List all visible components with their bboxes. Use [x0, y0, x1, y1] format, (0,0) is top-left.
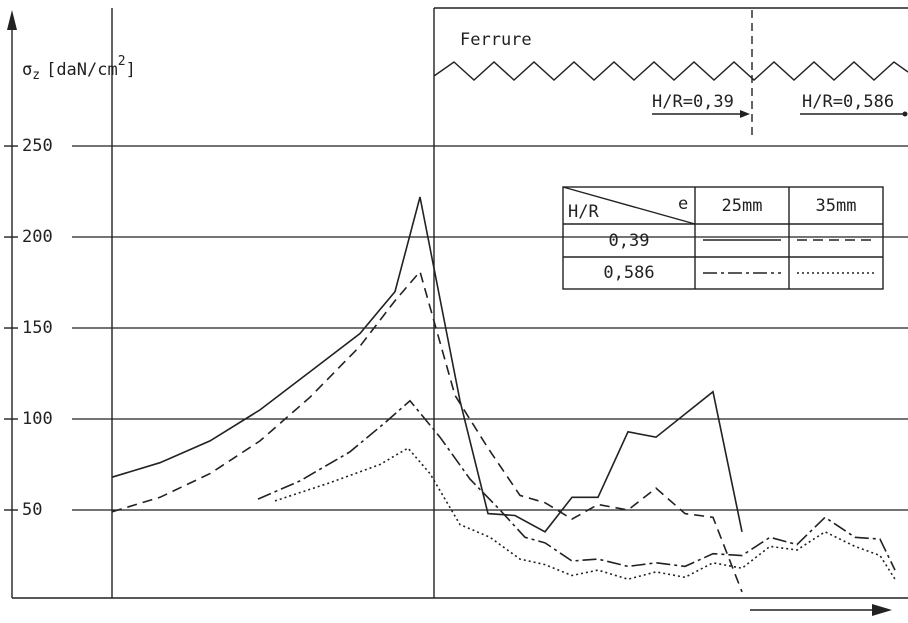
- y-tick-label: 50: [22, 500, 42, 520]
- legend-header: H/R: [568, 202, 599, 222]
- series-line: [111, 269, 743, 593]
- ratio-label: H/R=0,39: [652, 92, 734, 112]
- legend-header: e: [678, 194, 688, 214]
- y-tick-label: 200: [22, 227, 53, 247]
- series-line: [257, 399, 896, 571]
- ratio-dot: [902, 111, 908, 117]
- ratio-label: H/R=0,586: [802, 92, 894, 112]
- direction-arrowhead: [872, 604, 892, 616]
- y-axis-arrow: [7, 10, 17, 30]
- legend-column: 25mm: [722, 196, 763, 216]
- series-line: [111, 196, 743, 533]
- y-tick-label: 250: [22, 136, 53, 156]
- y-axis-label: σz [daN/cm2]: [22, 54, 136, 83]
- legend-row: 0,39: [609, 231, 650, 251]
- ferrule-zigzag: [433, 61, 908, 81]
- y-tick-label: 150: [22, 318, 53, 338]
- legend-row: 0,586: [603, 263, 654, 283]
- legend: H/R e 25mm 35mm 0,39 0,586: [562, 186, 884, 290]
- legend-diagonal: [562, 186, 696, 225]
- y-tick-label: 100: [22, 409, 53, 429]
- ratio-arrowhead: [740, 110, 750, 118]
- ferrule-label: Ferrure: [460, 30, 532, 50]
- legend-column: 35mm: [816, 196, 857, 216]
- legend-frame: [562, 186, 884, 290]
- series-line: [274, 447, 896, 581]
